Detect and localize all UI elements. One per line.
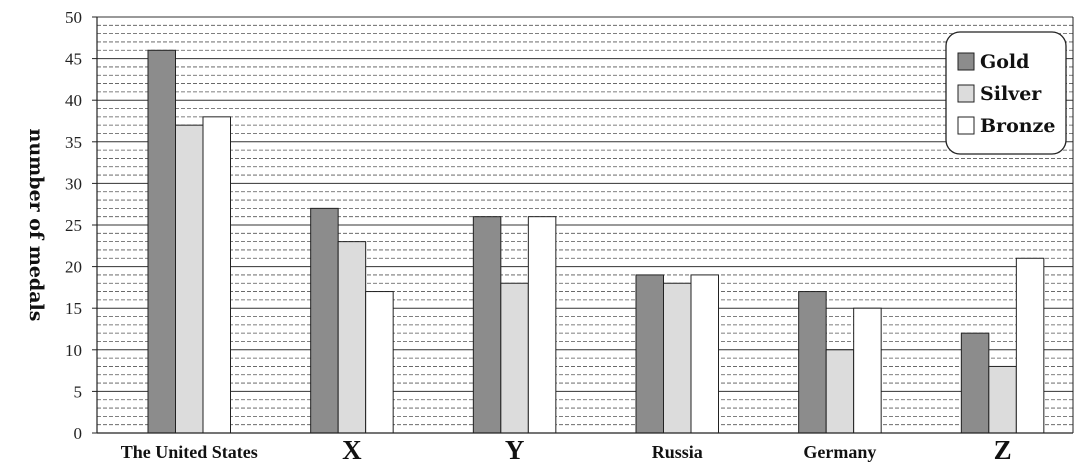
- y-tick-label: 5: [74, 382, 83, 401]
- legend-label-bronze: Bronze: [980, 115, 1055, 137]
- bar-gold: [635, 274, 664, 434]
- x-category-label: X: [342, 435, 362, 465]
- bar-silver: [988, 365, 1017, 434]
- y-tick-label: 30: [65, 174, 82, 193]
- y-tick-label: 40: [65, 91, 82, 110]
- x-category-label: Y: [505, 435, 525, 465]
- bar-bronze: [690, 274, 719, 434]
- bar-silver: [500, 282, 529, 434]
- y-axis-label: number of medals: [25, 129, 47, 322]
- y-tick-label: 45: [65, 50, 82, 69]
- x-axis-categories: The United States X Y Russia Germany Z: [121, 435, 1012, 465]
- y-tick-label: 50: [65, 8, 82, 27]
- y-tick-label: 15: [65, 299, 82, 318]
- y-tick-label: 20: [65, 258, 82, 277]
- legend-label-gold: Gold: [980, 51, 1029, 73]
- legend: Gold Silver Bronze: [945, 31, 1067, 155]
- bar-gold: [147, 49, 176, 434]
- legend-box: [945, 31, 1067, 155]
- bar-gold: [472, 216, 502, 434]
- bar-bronze: [527, 216, 557, 434]
- x-category-label: Russia: [652, 442, 703, 462]
- y-tick-label: 0: [74, 424, 83, 443]
- y-tick-label: 25: [65, 216, 82, 235]
- legend-swatch-silver: [957, 84, 975, 103]
- bar-silver: [663, 282, 692, 434]
- bar-gold: [310, 207, 339, 434]
- bar-gold: [960, 332, 990, 434]
- y-axis-ticks: 0 5 10 15 20 25 30 35 40 45 50: [65, 8, 97, 443]
- bar-bronze: [853, 307, 882, 434]
- bar-bronze: [202, 116, 231, 434]
- x-category-label: Z: [994, 435, 1012, 465]
- legend-swatch-bronze: [957, 116, 975, 135]
- bar-gold: [798, 291, 827, 434]
- grid-lines: [97, 16, 1073, 426]
- legend-label-silver: Silver: [980, 83, 1042, 105]
- y-tick-label: 35: [65, 133, 82, 152]
- legend-swatch-gold: [957, 52, 975, 71]
- x-category-label: The United States: [121, 442, 258, 462]
- bar-bronze: [365, 291, 394, 434]
- bar-silver: [825, 349, 855, 434]
- axes: [96, 17, 1074, 434]
- bar-silver: [175, 124, 204, 434]
- y-tick-label: 10: [65, 341, 82, 360]
- bar-bronze: [1015, 257, 1045, 434]
- x-category-label: Germany: [803, 442, 876, 462]
- bar-silver: [337, 241, 367, 434]
- bars: [147, 49, 1045, 434]
